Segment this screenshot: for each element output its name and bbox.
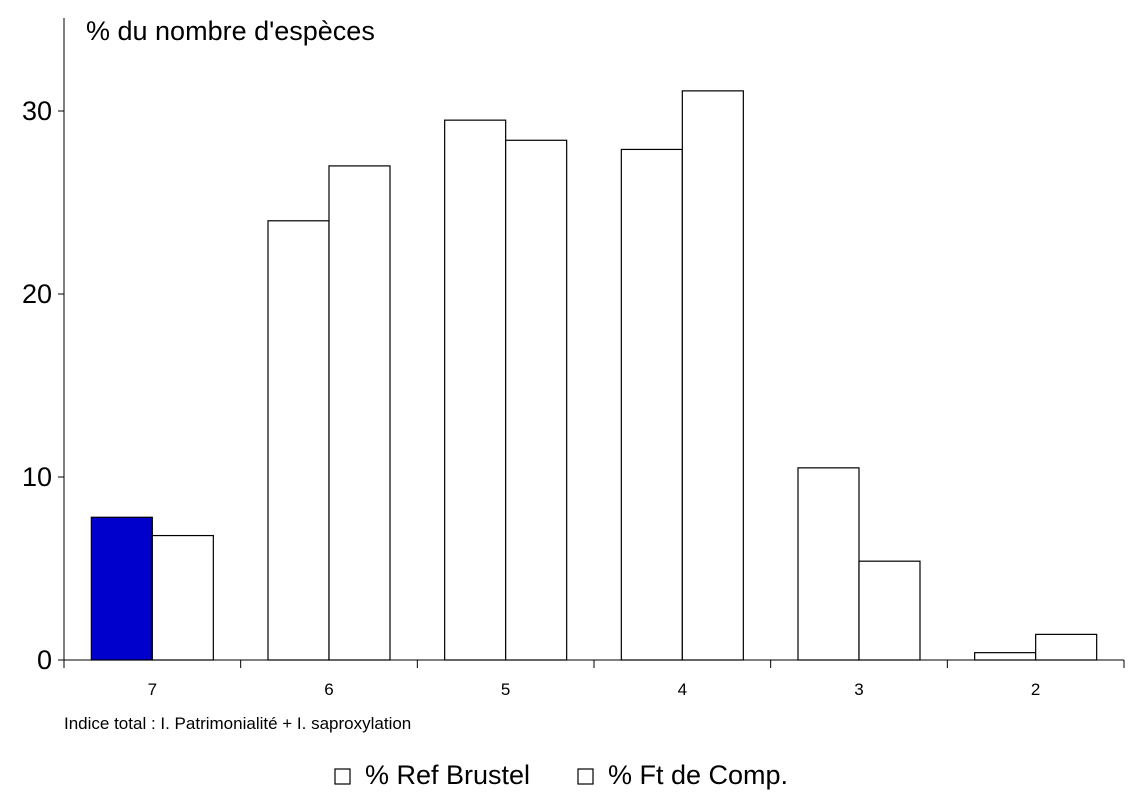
y-ticks-group: 0 10 20 30 <box>22 96 64 675</box>
bar-series-2-cat-2 <box>1035 633 1098 661</box>
y-tick-label: 10 <box>22 462 52 492</box>
legend-label: % Ref Brustel <box>365 760 530 790</box>
bar-series-2-cat-5 <box>505 139 568 661</box>
y-tick-label: 30 <box>22 96 52 126</box>
bar-series-1-cat-3 <box>797 467 860 661</box>
y-tick-label: 20 <box>22 279 52 309</box>
bar-series-2-cat-4 <box>681 90 744 661</box>
chart-title: % du nombre d'espèces <box>86 16 375 46</box>
legend-label: % Ft de Comp. <box>608 760 788 790</box>
bars-group <box>90 90 1098 661</box>
bar-series-1-cat-2 <box>974 652 1037 661</box>
bar-series-2-cat-3 <box>858 560 921 661</box>
x-tick-label: 4 <box>678 680 687 699</box>
bar-series-1-cat-5 <box>444 119 507 661</box>
x-tick-label: 6 <box>324 680 333 699</box>
legend: % Ref Brustel % Ft de Comp. <box>334 760 788 790</box>
bar-series-2-cat-6 <box>328 165 391 661</box>
x-axis-label: Indice total : I. Patrimonialité + I. sa… <box>64 714 411 733</box>
x-tick-label: 3 <box>854 680 863 699</box>
legend-swatch <box>577 768 594 785</box>
bar-series-1-cat-4 <box>620 148 683 661</box>
bar-series-1-cat-6 <box>267 220 330 661</box>
x-ticks-group: 7 6 5 4 3 2 <box>63 660 1125 699</box>
x-tick-label: 2 <box>1031 680 1040 699</box>
x-tick-label: 5 <box>501 680 510 699</box>
y-tick-label: 0 <box>37 645 52 675</box>
bar-series-1-cat-7 <box>90 516 153 661</box>
legend-swatch <box>334 768 351 785</box>
bar-series-2-cat-7 <box>151 534 214 661</box>
axes-group <box>63 18 1124 661</box>
x-tick-label: 7 <box>148 680 157 699</box>
